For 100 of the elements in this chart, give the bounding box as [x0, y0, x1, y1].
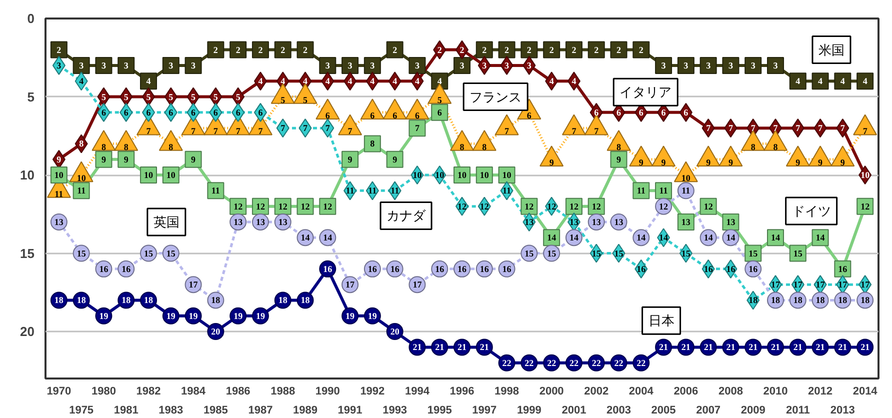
data-label: 3 — [482, 60, 488, 70]
data-label: 11 — [211, 186, 220, 196]
data-label: 21 — [726, 342, 736, 352]
data-label: 20 — [390, 326, 400, 337]
data-label: 6 — [101, 107, 106, 118]
data-label: 3 — [101, 60, 106, 70]
data-label: 7 — [572, 126, 577, 136]
point — [50, 41, 68, 58]
data-label: 12 — [569, 201, 579, 212]
data-label: 6 — [258, 107, 264, 118]
data-label: 9 — [840, 158, 846, 168]
data-label: 4 — [258, 76, 264, 86]
point — [364, 56, 381, 74]
data-label: 15 — [614, 248, 624, 258]
point — [230, 41, 247, 58]
x-tick-label: 1987 — [248, 404, 273, 416]
data-label: 9 — [661, 158, 666, 168]
point — [610, 41, 628, 58]
data-label: 16 — [368, 264, 378, 274]
x-tick-label: 1995 — [427, 404, 452, 416]
x-tick-label: 1981 — [114, 404, 138, 416]
data-label: 4 — [146, 76, 152, 86]
data-label: 19 — [346, 310, 356, 321]
data-label: 5 — [168, 92, 174, 102]
data-label: 10 — [435, 170, 445, 180]
data-label: 12 — [592, 201, 602, 212]
data-label: 7 — [191, 126, 196, 136]
y-tick-label: 5 — [27, 89, 35, 104]
data-label: 15 — [681, 248, 691, 258]
x-tick-label: 2007 — [696, 404, 721, 416]
data-label: 21 — [748, 342, 758, 352]
data-label: 4 — [414, 76, 420, 86]
data-label: 3 — [460, 60, 465, 70]
point — [610, 150, 628, 168]
data-label: 14 — [659, 232, 669, 243]
data-label: 13 — [256, 216, 266, 227]
data-label: 5 — [101, 92, 106, 102]
data-label: 6 — [325, 110, 330, 121]
data-label: 2 — [594, 44, 600, 55]
y-tick-label: 10 — [20, 168, 35, 183]
data-label: 8 — [101, 142, 106, 152]
data-label: 14 — [636, 232, 646, 243]
data-label: 12 — [256, 201, 266, 212]
point — [700, 56, 717, 74]
data-label: 14 — [816, 232, 826, 243]
x-tick-label: 1975 — [69, 404, 94, 416]
data-label: 14 — [547, 232, 557, 243]
series-label: カナダ — [386, 208, 427, 224]
x-tick-label: 2000 — [539, 386, 564, 398]
data-label: 4 — [325, 76, 330, 86]
data-label: 19 — [188, 310, 198, 321]
data-label: 5 — [213, 92, 218, 102]
data-label: 6 — [414, 110, 420, 121]
data-label: 17 — [793, 280, 803, 290]
data-label: 14 — [726, 232, 736, 243]
data-label: 10 — [860, 170, 870, 180]
data-label: 6 — [437, 107, 442, 118]
data-label: 2 — [482, 44, 488, 55]
data-label: 17 — [346, 280, 356, 290]
data-label: 6 — [684, 107, 689, 118]
x-tick-label: 1999 — [516, 404, 542, 416]
x-tick-label: 1970 — [46, 386, 72, 398]
x-tick-label: 2010 — [763, 386, 788, 398]
data-label: 18 — [54, 295, 64, 306]
data-label: 3 — [370, 60, 376, 70]
point — [565, 41, 582, 58]
data-label: 15 — [524, 248, 534, 258]
data-label: 11 — [682, 186, 691, 196]
data-label: 3 — [168, 60, 174, 70]
data-label: 17 — [770, 280, 780, 290]
data-label: 13 — [569, 216, 579, 227]
data-label: 11 — [502, 186, 512, 196]
data-label: 13 — [592, 216, 602, 227]
x-tick-label: 1997 — [472, 404, 497, 416]
x-tick-label: 1992 — [360, 386, 385, 398]
data-label: 5 — [191, 92, 196, 102]
data-label: 19 — [368, 310, 378, 321]
x-tick-label: 1986 — [226, 386, 250, 398]
data-label: 17 — [838, 280, 848, 290]
data-label: 8 — [460, 142, 465, 152]
point — [72, 56, 90, 74]
x-tick-label: 1985 — [203, 404, 228, 416]
data-label: 7 — [840, 123, 846, 134]
data-label: 16 — [636, 264, 646, 274]
data-label: 18 — [816, 295, 826, 306]
data-label: 13 — [681, 216, 691, 227]
data-label: 13 — [524, 216, 534, 227]
data-label: 10 — [166, 170, 176, 180]
data-label: 3 — [728, 60, 734, 70]
data-label: 7 — [796, 123, 801, 134]
data-label: 11 — [636, 186, 646, 196]
data-label: 21 — [793, 342, 803, 352]
data-label: 7 — [213, 126, 218, 136]
data-label: 12 — [323, 201, 333, 212]
data-label: 18 — [748, 295, 758, 306]
x-tick-label: 2003 — [606, 404, 631, 416]
data-label: 12 — [860, 201, 870, 212]
data-label: 9 — [616, 154, 622, 164]
data-label: 18 — [770, 295, 780, 306]
data-label: 12 — [278, 201, 288, 212]
